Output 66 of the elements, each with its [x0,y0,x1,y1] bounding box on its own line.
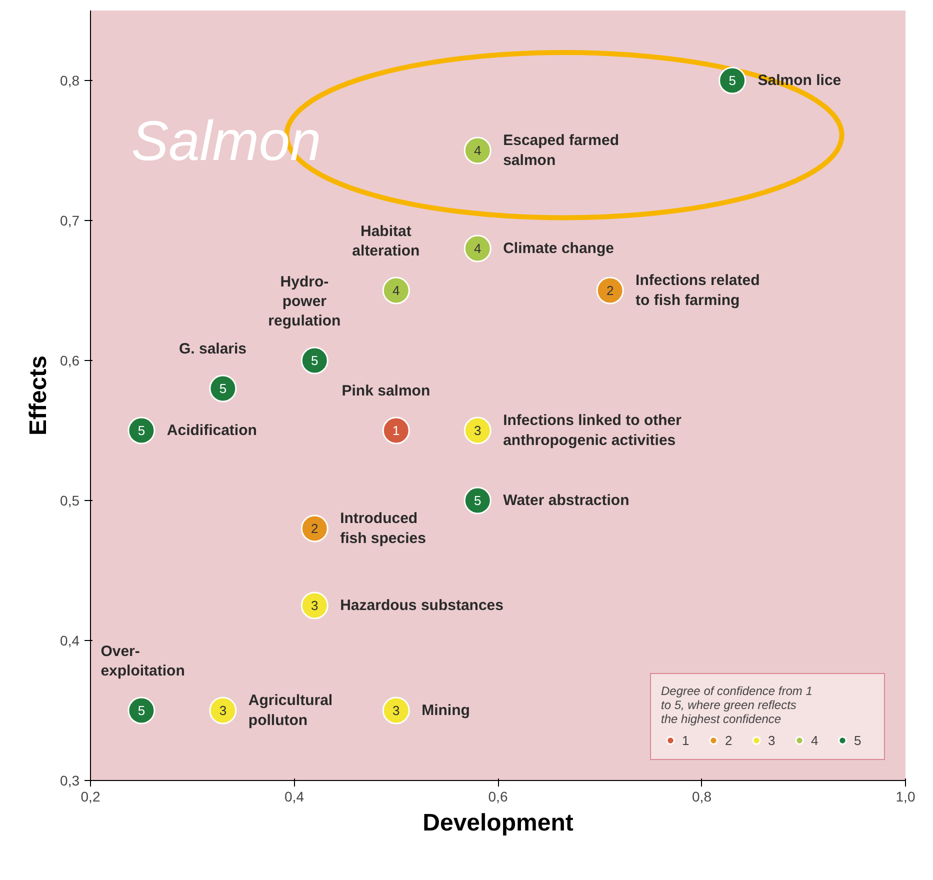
text: 5 [219,381,227,396]
point [209,696,237,724]
annotation: Introduced fish species [340,510,426,547]
annotation: Water abstraction [503,492,630,509]
legend-label: 1 [682,732,690,748]
x-tick-label: 0,4 [284,788,304,804]
annotation: Over- exploitation [100,643,185,680]
annotation: Escaped farmed salmon [503,132,619,169]
text: 5 [138,423,146,438]
x-tick-label: 1,0 [896,788,916,804]
point [718,66,746,94]
annotation: Infections related to fish farming [636,272,760,309]
y-axis-title: Effects [25,355,52,436]
text: 5 [311,353,318,368]
y-tick-label: 0,7 [60,212,80,228]
point [128,696,156,724]
y-tick-label: 0,6 [60,352,80,368]
point [382,416,410,444]
x-axis-title: Development [422,810,574,836]
point [464,416,492,444]
text: 3 [392,703,400,718]
text: 3 [219,703,227,718]
legend-label: 4 [811,732,820,748]
text: 3 [474,423,482,438]
point [300,346,328,374]
text: 4 [474,241,482,256]
x-tick-label: 0,2 [80,788,100,804]
text: 1 [392,423,400,438]
x-tick-label: 0,8 [692,788,712,804]
annotation: Pink salmon [342,382,430,400]
text: 5 [728,73,736,88]
text: 4 [474,143,482,158]
annotation: Infections linked to other anthropogenic activities [503,412,682,449]
legend-label: 3 [768,732,776,748]
text: 2 [311,521,318,536]
point [300,514,328,542]
annotation: Mining [422,702,470,719]
legend-title: Degree of confidence from 1 to 5, where green reflects the highest confidence [661,684,814,726]
text: 3 [311,598,318,613]
annotation: Acidification [166,422,257,439]
text: 2 [606,283,614,298]
point [464,234,492,262]
x-tick-label: 0,6 [488,788,508,804]
text: 4 [392,283,400,298]
y-tick-label: 0,3 [60,772,80,788]
point [382,276,410,304]
annotation: Hazardous substances [340,597,504,614]
annotation: Agricultural polluton [248,692,333,729]
point [596,276,624,304]
y-tick-label: 0,4 [60,632,80,648]
point [300,592,328,620]
point [464,136,492,164]
point [209,374,237,402]
y-tick-label: 0,5 [60,492,80,508]
annotation: Habitat alteration [352,223,420,260]
legend-label: 2 [725,732,734,748]
point [128,416,156,444]
y-tick-label: 0,8 [60,72,80,88]
text: 5 [474,493,482,508]
text: 5 [138,703,146,718]
annotation: Climate change [503,240,614,257]
annotation: G. salaris [178,340,247,358]
point [382,696,410,724]
point [464,486,492,514]
legend-label: 5 [854,732,862,748]
annotation: Hydro- power regulation [268,274,341,330]
